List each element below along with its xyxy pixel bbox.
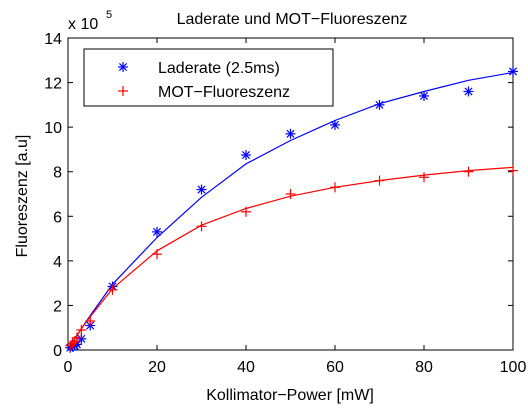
y-axis-label: Fluoreszenz [a.u] (14, 135, 31, 258)
marker-stroke (508, 67, 518, 76)
x-tick-label: 60 (326, 359, 344, 376)
y-tick-label: 12 (44, 76, 62, 93)
series-1-point (508, 165, 518, 176)
series-1-point (374, 175, 385, 186)
legend-box (83, 48, 334, 107)
marker-stroke (197, 185, 206, 194)
marker-stroke (464, 87, 473, 96)
legend-marker-mot-fluoreszenz (118, 86, 128, 96)
series-0-point (374, 99, 385, 110)
legend-marker-laderate (118, 62, 128, 72)
series-1-point (196, 221, 207, 232)
legend-symbol (118, 62, 128, 72)
series-1-point (85, 316, 96, 327)
series-0-point (196, 184, 207, 195)
x-tick-label: 100 (500, 359, 527, 376)
legend-symbol (118, 86, 128, 96)
series-1-point (107, 284, 118, 295)
series-0-point (508, 66, 518, 77)
x-axis-label: Kollimator−Power [mW] (206, 387, 374, 404)
marker-stroke (118, 62, 128, 72)
series-0-point (241, 150, 251, 160)
y-tick-label: 2 (53, 298, 62, 315)
legend-label-laderate: Laderate (2.5ms) (158, 60, 280, 77)
series-1-point (330, 182, 340, 193)
series-0-point (285, 128, 296, 139)
marker-stroke (241, 150, 251, 160)
marker-stroke (286, 129, 295, 138)
marker-stroke (330, 120, 340, 129)
series-1-point (71, 332, 82, 343)
y-tick-label: 4 (53, 254, 62, 271)
series-0-point (463, 86, 474, 97)
y-tick-label: 10 (44, 120, 62, 137)
series-1-point (76, 324, 87, 335)
series-0-point (76, 333, 87, 344)
y-tick-label: 8 (53, 165, 62, 182)
series-1-point (241, 206, 251, 217)
series-0-point (419, 90, 429, 101)
marker-stroke (152, 227, 162, 236)
series-1-point (463, 166, 474, 177)
series-1-point (65, 340, 76, 351)
axis-ticks: 0 20 40 60 80 100 0 2 4 6 8 10 12 14 (44, 31, 526, 376)
y-multiplier-base: x 10 (68, 16, 98, 33)
series-1-point (67, 338, 78, 349)
x-tick-label: 80 (415, 359, 433, 376)
y-multiplier-exp: 5 (106, 9, 112, 21)
marker-stroke (419, 91, 429, 100)
marker-stroke (375, 100, 384, 109)
x-tick-label: 40 (237, 359, 255, 376)
legend-label-mot-fluoreszenz: MOT−Fluoreszenz (158, 84, 290, 101)
series-0-point (152, 226, 162, 237)
data-markers (65, 66, 518, 353)
x-tick-label: 20 (148, 359, 166, 376)
series-1-point (419, 172, 429, 183)
marker-stroke (72, 340, 81, 349)
y-tick-label: 14 (44, 31, 62, 48)
legend: Laderate (2.5ms) MOT−Fluoreszenz (83, 48, 334, 107)
y-tick-label: 0 (53, 343, 62, 360)
series-1-point (152, 249, 162, 260)
series-0-point (330, 119, 340, 130)
x-tick-label: 0 (64, 359, 73, 376)
series-1-point (285, 189, 296, 199)
chart-title: Laderate und MOT−Fluoreszenz (177, 11, 408, 28)
y-tick-label: 6 (53, 209, 62, 226)
